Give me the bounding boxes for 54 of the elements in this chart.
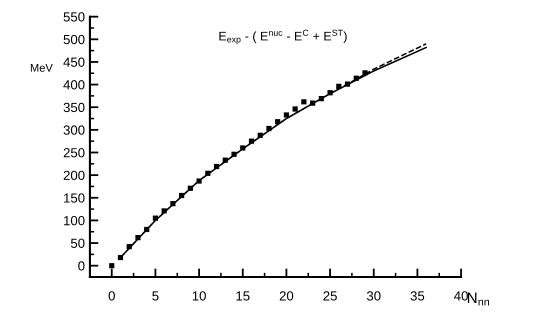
x-tick-label: 40: [454, 291, 468, 301]
y-tick-label: 150: [64, 193, 85, 203]
point: [240, 145, 246, 151]
y-tick-label: 100: [64, 216, 85, 226]
point: [284, 112, 290, 118]
y-tick-label: 200: [64, 170, 85, 180]
point: [275, 119, 280, 124]
point: [214, 164, 220, 170]
point: [310, 100, 316, 106]
y-axis-title: MeV: [30, 64, 53, 72]
x-tick-label: 10: [192, 291, 206, 301]
y-tick-label: 250: [64, 148, 85, 158]
x-tick-label: 15: [236, 291, 250, 301]
point: [248, 138, 254, 144]
point: [196, 178, 202, 184]
point: [327, 90, 333, 96]
point: [354, 76, 359, 81]
chart-title: E$_{exp}$ - ( E$^{nuc}$ - E$^{C}$ + E$^{ST}$): [219, 30, 347, 44]
point: [118, 254, 124, 260]
point: [152, 216, 158, 221]
y-tick-label: 350: [64, 102, 85, 112]
x-tick-label: 5: [152, 291, 159, 301]
point: [162, 208, 167, 214]
point: [170, 201, 176, 206]
y-tick-label: 300: [64, 125, 85, 135]
point: [344, 82, 350, 87]
point: [301, 99, 306, 104]
x-axis-title: N$_{nn}$: [468, 292, 490, 306]
point: [222, 158, 228, 163]
y-tick-label: 550: [64, 12, 85, 22]
x-tick-label: 35: [410, 291, 424, 301]
x-tick-label: 30: [366, 291, 381, 301]
x-tick-label: 20: [280, 291, 294, 301]
x-tick-label: 25: [323, 291, 337, 301]
y-tick-label: 400: [63, 80, 85, 90]
point: [292, 106, 298, 112]
point: [336, 84, 342, 89]
point: [266, 126, 272, 132]
point: [109, 263, 114, 268]
point: [318, 96, 324, 102]
point: [179, 192, 184, 198]
x-tick-label: 0: [108, 291, 115, 301]
point: [258, 132, 263, 138]
point: [205, 170, 210, 176]
point: [135, 235, 141, 240]
y-tick-label: 450: [63, 58, 85, 67]
y-tick-label: 500: [64, 34, 85, 44]
y-tick-label: 50: [70, 238, 85, 248]
point: [188, 186, 193, 191]
point: [362, 70, 368, 76]
point: [144, 226, 150, 232]
point: [231, 152, 237, 157]
point: [126, 244, 132, 250]
y-tick-label: 0: [78, 261, 85, 271]
